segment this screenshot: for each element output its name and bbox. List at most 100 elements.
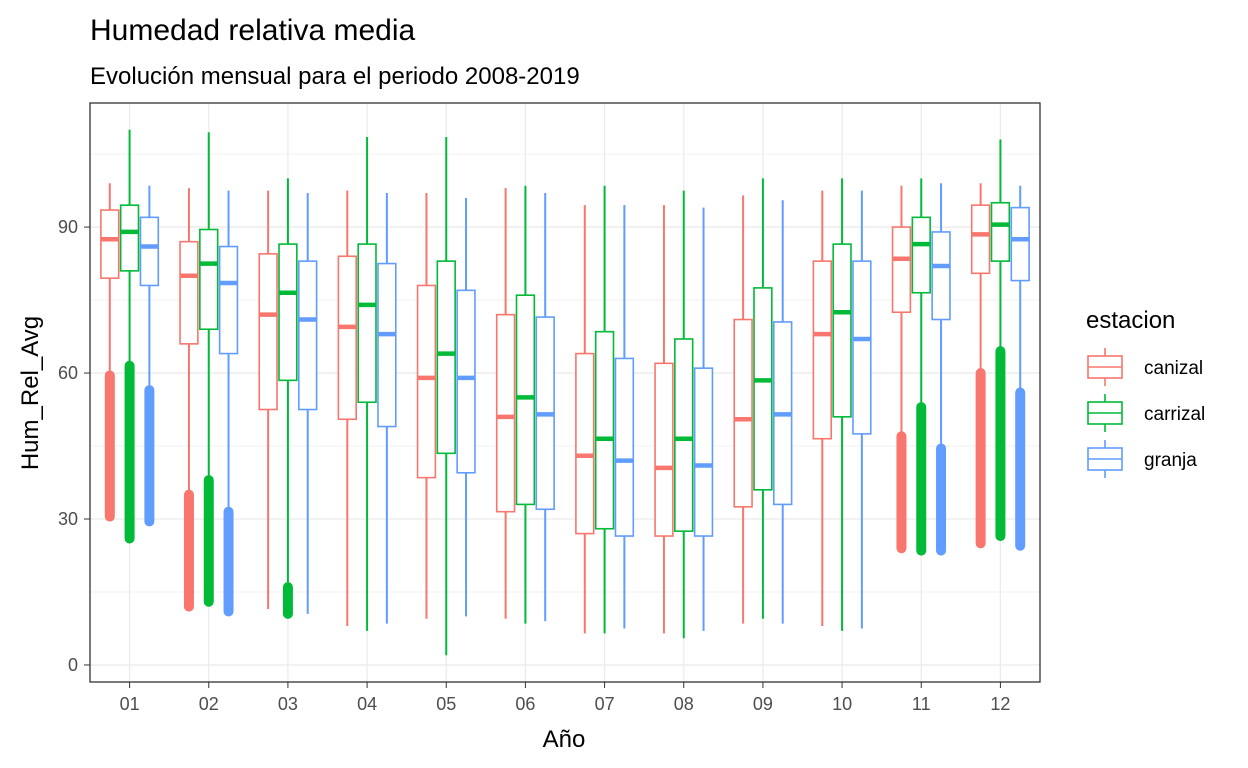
iqr-box [614,357,635,537]
box-granja-03 [298,193,318,614]
box-canizal-05 [416,193,437,619]
x-tick-label: 05 [436,694,456,714]
box-canizal-02 [179,188,199,612]
chart-subtitle: Evolución mensual para el periodo 2008-2… [90,63,580,90]
iqr-box [416,284,437,479]
box-granja-10 [852,190,872,629]
legend-label-granja: granja [1144,450,1197,471]
iqr-box [990,201,1011,262]
legend-key-carrizal [1087,394,1123,432]
box-granja-04 [377,193,397,624]
box-granja-02 [218,190,239,617]
iqr-box [753,287,773,491]
x-tick-label: 01 [120,694,140,714]
iqr-box [119,204,140,272]
box-granja-05 [456,197,476,617]
box-canizal-04 [337,190,357,627]
x-tick-label: 04 [357,694,377,714]
box-canizal-06 [495,188,516,619]
box-carrizal-08 [674,190,694,639]
legend-label-canizal: canizal [1144,358,1203,379]
iqr-box [515,294,536,506]
iqr-box [594,330,615,530]
box-canizal-11 [891,185,912,554]
box-carrizal-01 [119,129,140,544]
box-granja-07 [614,205,635,629]
iqr-box [218,245,239,355]
x-tick-label: 03 [278,694,298,714]
box-carrizal-07 [594,185,615,634]
box-carrizal-11 [911,178,931,556]
box-granja-06 [535,193,555,622]
iqr-box [436,260,456,455]
iqr-box [832,243,852,418]
iqr-box [674,338,694,532]
iqr-box [357,243,377,404]
y-tick-label: 60 [58,363,78,383]
box-granja-01 [139,185,160,527]
iqr-box [495,313,516,513]
iqr-box [970,204,991,275]
iqr-box [258,253,278,411]
box-canizal-08 [654,205,674,634]
iqr-box [377,262,397,428]
x-tick-label: 11 [912,694,931,714]
iqr-box [693,367,714,537]
box-canizal-03 [258,190,278,610]
box-granja-08 [693,207,714,631]
box-granja-12 [1010,185,1030,551]
x-tick-label: 12 [990,694,1010,714]
iqr-box [575,352,595,535]
iqr-box [654,362,674,537]
legend: estacion canizal carrizal granja [1086,307,1205,478]
legend-label-carrizal: carrizal [1144,404,1205,425]
iqr-box [100,209,120,279]
iqr-box [337,255,357,421]
iqr-box [852,260,872,435]
box-carrizal-05 [436,137,456,656]
box-canizal-12 [970,183,991,549]
iqr-box [733,318,753,508]
x-tick-label: 02 [199,694,219,714]
x-tick-label: 06 [515,694,535,714]
iqr-box [199,228,219,331]
x-tick-label: 09 [753,694,773,714]
iqr-box [278,243,298,382]
panel-border [89,102,1041,683]
x-tick-label: 10 [832,694,852,714]
plot-panel: 0 30 60 90 01 02 03 04 05 06 07 08 09 10 11 12 [58,102,1041,714]
y-tick-label: 30 [58,509,78,529]
iqr-box [456,289,476,474]
box-carrizal-10 [832,178,852,631]
iqr-box [298,260,318,411]
y-axis-title: Hum_Rel_Avg [17,316,44,470]
legend-key-canizal [1087,348,1123,386]
box-canizal-01 [100,183,120,522]
iqr-box [139,216,160,287]
iqr-box [812,260,832,440]
box-carrizal-09 [753,178,773,619]
box-carrizal-02 [199,132,219,607]
x-axis-title: Año [543,726,586,753]
legend-title: estacion [1086,307,1175,334]
iqr-box [1010,206,1030,282]
box-canizal-09 [733,195,753,624]
box-carrizal-12 [990,139,1011,542]
box-granja-09 [773,200,793,624]
box-canizal-10 [812,190,832,627]
box-carrizal-06 [515,185,536,624]
iqr-box [891,226,912,314]
chart-title: Humedad relativa media [90,14,415,47]
box-carrizal-03 [278,178,298,619]
y-tick-label: 0 [68,655,78,675]
box-carrizal-04 [357,137,377,631]
box-canizal-07 [575,205,595,634]
x-tick-label: 08 [674,694,694,714]
x-tick-label: 07 [595,694,615,714]
iqr-box [179,240,199,345]
box-granja-11 [931,183,951,556]
iqr-box [911,216,931,294]
y-tick-label: 90 [58,217,78,237]
legend-key-granja [1087,440,1123,478]
